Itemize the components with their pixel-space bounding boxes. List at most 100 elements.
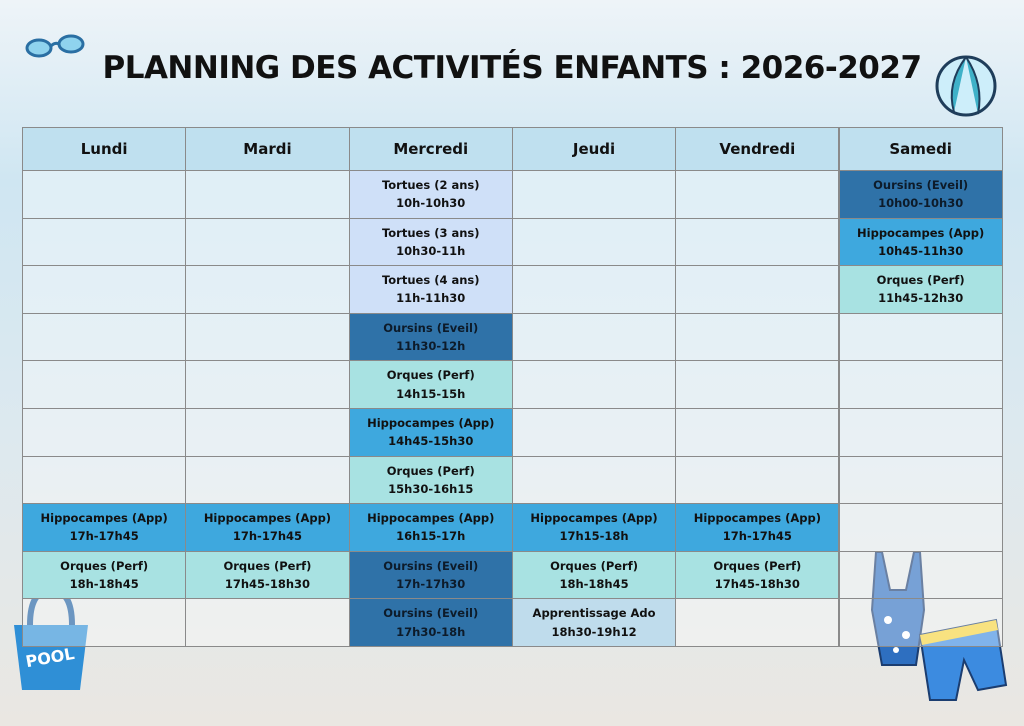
activity-name: Orques (Perf) (60, 558, 149, 573)
activity-time: 17h-17h30 (396, 577, 466, 592)
activity-name: Hippocampes (App) (40, 511, 168, 526)
activity-cell: Hippocampes (App) 14h45-15h30 (348, 408, 513, 457)
activity-cell: Hippocampes (App) 17h-17h45 (185, 503, 350, 552)
activity-time: 17h-17h45 (232, 529, 303, 544)
empty-cell (22, 360, 187, 409)
goggles-icon (25, 34, 85, 58)
empty-cell (22, 408, 187, 457)
activity-cell: Orques (Perf) 18h-18h45 (511, 550, 677, 600)
activity-time: 17h30-18h (396, 624, 466, 639)
activity-cell: Hippocampes (App) 17h-17h45 (22, 503, 187, 552)
empty-cell (22, 217, 187, 267)
activity-name: Hippocampes (App) (693, 511, 821, 526)
activity-name: Orques (Perf) (223, 558, 312, 573)
activity-time: 11h45-12h30 (878, 291, 964, 306)
activity-time: 14h45-15h30 (388, 434, 474, 449)
activity-time: 18h30-19h12 (551, 624, 637, 639)
day-label: Mercredi (393, 140, 469, 158)
title: PLANNING DES ACTIVITÉS ENFANTS : 2026-20… (102, 50, 922, 86)
empty-cell (675, 408, 840, 457)
activity-name: Tortues (2 ans) (381, 177, 480, 192)
day-label: Samedi (889, 140, 952, 158)
activity-cell: Oursins (Eveil) 17h30-18h (348, 598, 513, 647)
activity-cell: Orques (Perf) 14h15-15h (348, 360, 513, 409)
activity-name: Tortues (3 ans) (381, 225, 480, 240)
empty-cell (838, 312, 1003, 362)
activity-cell: Tortues (3 ans) 10h30-11h (348, 217, 513, 267)
day-header: Samedi (838, 127, 1003, 171)
empty-cell (511, 170, 677, 219)
empty-cell (511, 217, 677, 267)
empty-cell (22, 598, 187, 647)
swimwear-icons (870, 551, 1008, 701)
empty-cell (675, 360, 840, 409)
activity-cell: Hippocampes (App) 16h15-17h (348, 503, 513, 552)
activity-name: Orques (Perf) (550, 558, 638, 573)
empty-cell (511, 455, 677, 505)
empty-cell (22, 265, 187, 314)
activity-cell: Hippocampes (App) 17h-17h45 (675, 503, 840, 552)
activity-cell: Orques (Perf) 15h30-16h15 (348, 455, 513, 505)
activity-time: 18h-18h45 (559, 577, 629, 592)
activity-name: Orques (Perf) (713, 558, 802, 573)
activity-name: Orques (Perf) (386, 368, 475, 383)
empty-cell (675, 598, 840, 647)
empty-cell (675, 170, 840, 219)
activity-name: Hippocampes (App) (857, 225, 985, 240)
empty-cell (185, 360, 350, 409)
empty-cell (675, 455, 840, 505)
activity-time: 17h15-18h (559, 529, 629, 544)
activity-time: 17h45-18h30 (714, 577, 800, 592)
day-label: Lundi (80, 140, 128, 158)
day-header: Lundi (22, 127, 187, 171)
empty-cell (511, 360, 677, 409)
empty-cell (22, 170, 187, 219)
activity-cell: Tortues (4 ans) 11h-11h30 (348, 265, 513, 314)
activity-cell: Oursins (Eveil) 17h-17h30 (348, 550, 513, 600)
activity-time: 11h30-12h (396, 339, 466, 354)
activity-cell: Tortues (2 ans) 10h-10h30 (348, 170, 513, 219)
activity-cell: Hippocampes (App) 17h15-18h (511, 503, 677, 552)
day-header: Jeudi (511, 127, 677, 171)
activity-time: 14h15-15h (396, 386, 466, 401)
empty-cell (838, 598, 1003, 647)
empty-cell (511, 408, 677, 457)
activity-name: Hippocampes (App) (530, 511, 658, 526)
day-label: Mardi (243, 140, 292, 158)
activity-cell: Oursins (Eveil) 10h00-10h30 (838, 170, 1003, 219)
activity-cell: Orques (Perf) 18h-18h45 (22, 550, 187, 600)
empty-cell (511, 265, 677, 314)
ball-icon (935, 55, 997, 117)
activity-time: 17h-17h45 (722, 529, 792, 544)
activity-time: 10h-10h30 (396, 196, 466, 211)
empty-cell (185, 217, 350, 267)
activity-cell: Hippocampes (App) 10h45-11h30 (838, 217, 1003, 267)
activity-time: 18h-18h45 (69, 577, 139, 592)
empty-cell (675, 265, 840, 314)
activity-name: Orques (Perf) (386, 463, 475, 478)
empty-cell (185, 455, 350, 505)
activity-name: Oursins (Eveil) (873, 177, 969, 192)
empty-cell (22, 455, 187, 505)
empty-cell (185, 408, 350, 457)
empty-cell (675, 217, 840, 267)
empty-cell (185, 312, 350, 362)
activity-name: Hippocampes (App) (367, 415, 495, 430)
activity-time: 11h-11h30 (396, 291, 466, 306)
empty-cell (675, 312, 840, 362)
activity-cell: Oursins (Eveil) 11h30-12h (348, 312, 513, 362)
activity-name: Tortues (4 ans) (381, 273, 480, 288)
activity-time: 10h30-11h (396, 243, 466, 258)
activity-cell: Orques (Perf) 11h45-12h30 (838, 265, 1003, 314)
empty-cell (185, 170, 350, 219)
empty-cell (838, 455, 1003, 505)
day-label: Vendredi (719, 140, 796, 158)
empty-cell (185, 598, 350, 647)
activity-name: Oursins (Eveil) (383, 606, 479, 621)
empty-cell (838, 503, 1003, 552)
empty-cell (511, 312, 677, 362)
empty-cell (838, 550, 1003, 600)
activity-name: Oursins (Eveil) (383, 558, 479, 573)
activity-name: Hippocampes (App) (203, 511, 332, 526)
